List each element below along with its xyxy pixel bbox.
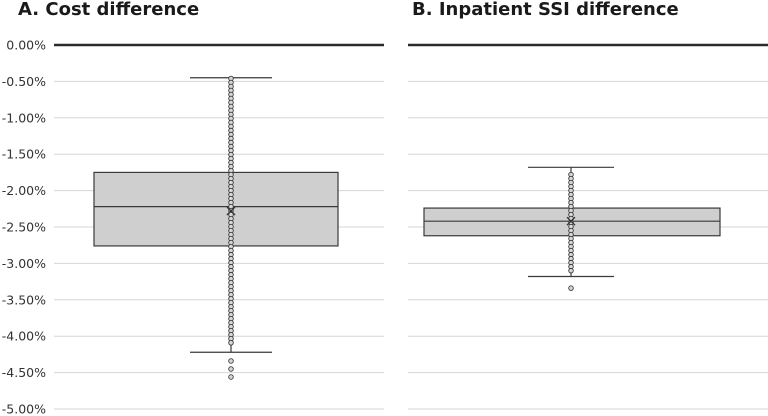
y-tick-label: -1.50% — [2, 147, 46, 162]
panel-b-mean-marker — [566, 216, 576, 226]
y-tick-label: 0.00% — [6, 38, 46, 53]
y-tick-label: -3.50% — [2, 292, 46, 307]
y-tick-label: -0.50% — [2, 74, 46, 89]
y-tick-label: -4.50% — [2, 365, 46, 380]
y-tick-label: -2.50% — [2, 220, 46, 235]
panel-a-data-point — [228, 340, 234, 346]
y-tick-label: -2.00% — [2, 183, 46, 198]
panel-a-outlier-point — [228, 374, 234, 380]
panel-b-title: B. Inpatient SSI difference — [412, 0, 679, 20]
panel-b-outlier-point — [568, 285, 574, 291]
panel-a-title: A. Cost difference — [18, 0, 199, 20]
panel-b-data-point — [568, 267, 574, 274]
panel-a-outlier-point — [228, 358, 234, 364]
y-tick-label: -3.00% — [2, 256, 46, 271]
panel-a-mean-marker — [226, 206, 236, 216]
y-tick-label: -1.00% — [2, 110, 46, 125]
panel-a-outlier-point — [228, 366, 234, 372]
y-tick-label: -4.00% — [2, 329, 46, 344]
y-axis: 0.00% -0.50% -1.00% -1.50% -2.00% -2.50% -3.00… — [2, 38, 46, 416]
panel-b-boxplot — [423, 166, 721, 291]
panel-b-mean-stroke — [566, 216, 576, 226]
panel-a-box — [93, 171, 339, 247]
y-tick-label: -5.00% — [2, 402, 46, 416]
panel-a-boxplot — [93, 75, 339, 380]
panel-a-mean-stroke — [226, 206, 236, 216]
